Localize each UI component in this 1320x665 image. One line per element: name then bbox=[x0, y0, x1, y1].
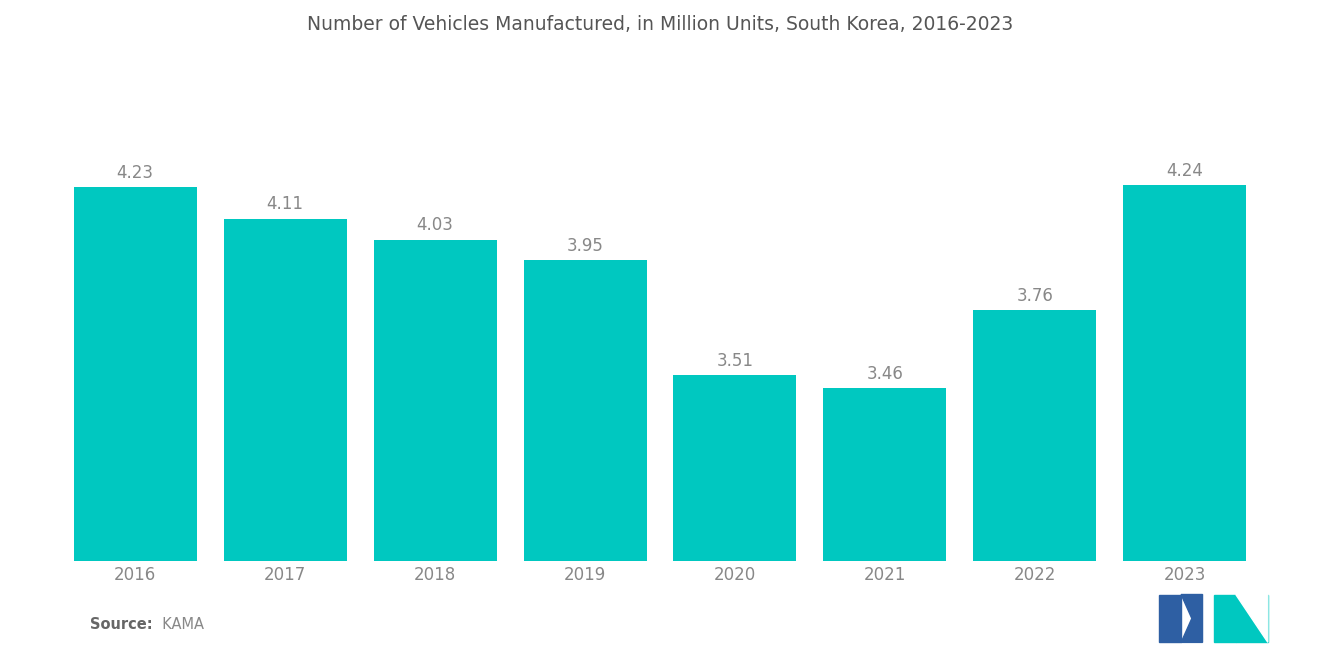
Text: 4.11: 4.11 bbox=[267, 196, 304, 213]
Bar bbox=[374, 239, 496, 665]
Bar bbox=[973, 310, 1097, 665]
Text: KAMA: KAMA bbox=[153, 616, 205, 632]
Polygon shape bbox=[1236, 595, 1267, 642]
Polygon shape bbox=[1214, 595, 1236, 642]
Text: 4.24: 4.24 bbox=[1167, 162, 1204, 180]
Text: 3.95: 3.95 bbox=[566, 237, 603, 255]
Bar bbox=[824, 388, 946, 665]
Bar bbox=[1123, 185, 1246, 665]
Polygon shape bbox=[1181, 595, 1203, 642]
Text: 3.46: 3.46 bbox=[866, 365, 903, 383]
Title: Number of Vehicles Manufactured, in Million Units, South Korea, 2016-2023: Number of Vehicles Manufactured, in Mill… bbox=[306, 15, 1014, 34]
Text: 4.03: 4.03 bbox=[417, 216, 454, 234]
Polygon shape bbox=[1236, 595, 1267, 642]
Bar bbox=[673, 375, 796, 665]
Polygon shape bbox=[1159, 595, 1181, 642]
Text: 3.76: 3.76 bbox=[1016, 287, 1053, 305]
Polygon shape bbox=[1181, 595, 1203, 618]
Text: 3.51: 3.51 bbox=[717, 352, 754, 370]
Bar bbox=[223, 219, 347, 665]
Text: 4.23: 4.23 bbox=[116, 164, 153, 182]
Bar bbox=[74, 188, 197, 665]
Bar bbox=[524, 261, 647, 665]
Text: Source:: Source: bbox=[90, 616, 152, 632]
